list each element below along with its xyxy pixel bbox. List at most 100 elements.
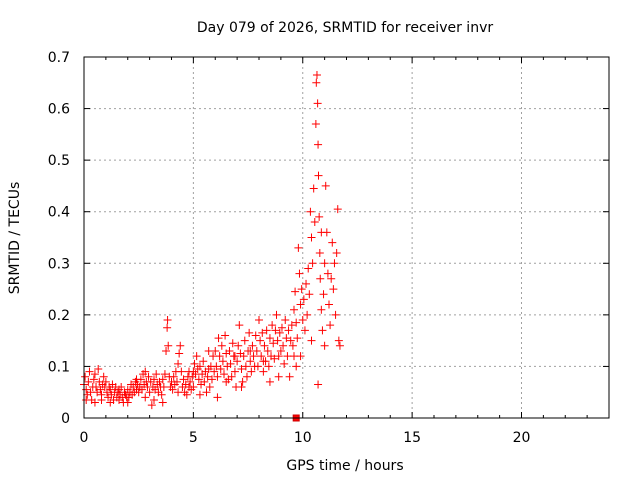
data-point: [202, 388, 211, 397]
data-point: [234, 341, 243, 350]
data-point: [205, 383, 214, 392]
data-point: [294, 243, 303, 252]
data-point: [317, 305, 326, 314]
data-point: [314, 171, 323, 180]
data-point: [265, 334, 274, 343]
data-point: [279, 341, 288, 350]
data-point: [251, 331, 260, 340]
data-point: [145, 388, 154, 397]
data-point: [270, 354, 279, 363]
data-point: [327, 274, 336, 283]
data-point: [312, 78, 321, 87]
y-tick-label: 0.2: [48, 308, 70, 324]
data-point: [313, 99, 322, 108]
data-point: [309, 184, 318, 193]
data-point: [200, 377, 209, 386]
data-point: [228, 339, 237, 348]
data-point: [212, 362, 221, 371]
data-point: [92, 383, 101, 392]
data-point: [265, 377, 274, 386]
data-point: [217, 341, 226, 350]
plot-frame: [83, 56, 610, 419]
data-point: [245, 328, 254, 337]
data-point: [237, 383, 246, 392]
data-point: [218, 357, 227, 366]
data-point: [286, 336, 295, 345]
data-point: [307, 233, 316, 242]
data-point: [195, 390, 204, 399]
data-point: [189, 383, 198, 392]
data-point: [168, 385, 177, 394]
data-point: [123, 398, 132, 407]
data-point: [253, 362, 262, 371]
data-point: [280, 359, 289, 368]
data-point: [85, 367, 94, 376]
data-point: [274, 352, 283, 361]
grid-lines: [84, 57, 609, 418]
data-point: [220, 370, 228, 379]
data-point: [277, 323, 286, 332]
data-point: [262, 326, 271, 335]
data-point: [320, 259, 329, 268]
data-point: [307, 336, 316, 345]
data-point: [186, 377, 195, 386]
data-point: [323, 269, 332, 278]
data-point: [175, 349, 184, 358]
data-point: [275, 328, 284, 337]
data-point: [99, 372, 108, 381]
data-point: [96, 385, 105, 394]
data-point: [271, 326, 280, 335]
data-point: [296, 300, 305, 309]
data-point: [335, 341, 344, 350]
data-point: [106, 385, 115, 394]
x-tick-label: 15: [403, 430, 421, 446]
data-point: [101, 377, 110, 386]
data-point: [316, 274, 325, 283]
data-point: [274, 372, 283, 381]
data-point: [305, 290, 314, 299]
data-point: [282, 334, 291, 343]
data-point: [300, 326, 309, 335]
data-point: [295, 269, 304, 278]
y-axis-label: SRMTID / TECUs: [7, 182, 23, 295]
data-point: [259, 357, 268, 366]
data-point: [81, 372, 90, 381]
data-point: [203, 372, 212, 381]
y-tick-label: 0.5: [48, 153, 70, 169]
data-point: [334, 336, 343, 345]
y-tick-labels: 0 0.1 0.2 0.3 0.4 0.5 0.6 0.7: [48, 50, 70, 427]
data-point: [314, 380, 323, 389]
data-point: [235, 321, 244, 330]
data-point: [221, 331, 230, 340]
data-point: [326, 321, 335, 330]
data-point: [298, 316, 307, 325]
data-point: [176, 341, 185, 350]
data-point: [308, 259, 317, 268]
data-point: [240, 336, 249, 345]
data-point: [158, 398, 167, 407]
data-point: [281, 316, 290, 325]
data-point: [174, 388, 183, 397]
data-point: [82, 395, 91, 404]
data-point: [199, 357, 208, 366]
data-point: [141, 393, 150, 402]
data-point: [255, 316, 263, 325]
data-point: [320, 341, 329, 350]
data-point: [330, 259, 339, 268]
data-point: [144, 372, 153, 381]
data-point: [256, 336, 265, 345]
data-point: [260, 341, 269, 350]
data-point: [97, 395, 106, 404]
data-point: [269, 339, 278, 348]
data-point: [247, 367, 256, 376]
data-point: [329, 285, 338, 294]
data-point: [169, 372, 178, 381]
data-point: [273, 336, 282, 345]
data-point: [310, 218, 319, 227]
data-point: [157, 390, 166, 399]
data-point: [213, 372, 222, 381]
data-point: [246, 357, 255, 366]
data-point: [290, 352, 298, 361]
data-point: [94, 365, 103, 374]
